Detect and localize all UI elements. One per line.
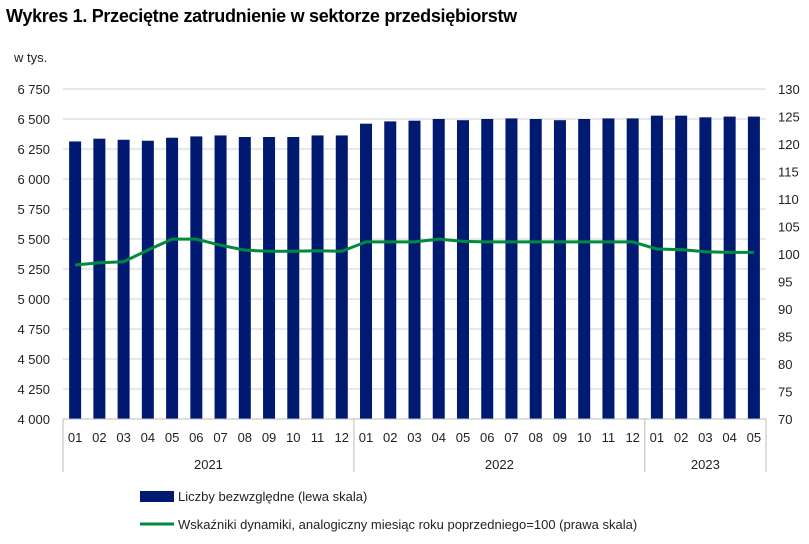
bar [675,115,688,419]
x-tick: 06 [480,430,494,445]
y-tick-left: 6 500 [17,112,50,127]
y-tick-left: 4 750 [17,322,50,337]
bar [238,137,251,419]
x-tick: 01 [650,430,664,445]
y-tick-right: 115 [778,165,799,180]
x-tick: 09 [262,430,276,445]
x-tick: 05 [165,430,179,445]
x-tick: 01 [68,430,82,445]
x-tick: 03 [407,430,421,445]
x-tick: 12 [335,430,349,445]
y-tick-left: 5 500 [17,232,50,247]
y-tick-left: 5 250 [17,262,50,277]
x-tick: 05 [456,430,470,445]
x-tick: 11 [602,430,616,445]
bar [287,137,300,419]
y-tick-right: 70 [778,412,792,427]
x-tick: 12 [625,430,639,445]
bar [141,140,154,419]
bar [335,135,348,419]
x-tick: 09 [553,430,567,445]
bar [190,136,203,419]
y-tick-left: 6 750 [17,82,50,97]
bar [723,116,736,419]
bar [456,120,469,419]
x-tick: 07 [504,430,518,445]
x-tick: 06 [189,430,203,445]
y-tick-left: 4 250 [17,382,50,397]
y-tick-left: 5 000 [17,292,50,307]
x-tick: 08 [238,430,252,445]
y-tick-right: 130 [778,82,800,97]
bar [214,135,227,419]
x-tick: 04 [432,430,446,445]
bar [626,118,639,420]
y-tick-right: 120 [778,137,800,152]
x-group-label: 2021 [194,457,223,472]
x-tick: 10 [577,430,591,445]
bar [650,115,663,419]
y-tick-right: 105 [778,220,800,235]
chart-title: Wykres 1. Przeciętne zatrudnienie w sekt… [6,6,517,26]
x-tick: 01 [359,430,373,445]
bar [578,119,591,419]
legend-label: Liczby bezwzględne (lewa skala) [178,489,367,504]
y-tick-left: 4 500 [17,352,50,367]
legend-bar-swatch [140,491,174,502]
x-tick: 08 [528,430,542,445]
bar [69,141,82,419]
bar [263,137,276,419]
x-tick: 03 [698,430,712,445]
y-tick-right: 75 [778,385,792,400]
x-group-label: 2023 [691,457,720,472]
y-tick-right: 85 [778,330,792,345]
y-axis-left-label: w tys. [13,50,47,65]
legend-label: Wskaźniki dynamiki, analogiczny miesiąc … [178,517,637,532]
y-tick-right: 125 [778,110,800,125]
bar [432,119,445,419]
x-tick: 07 [213,430,227,445]
bar [505,118,518,420]
y-tick-right: 80 [778,357,792,372]
y-tick-right: 100 [778,247,800,262]
y-tick-left: 5 750 [17,202,50,217]
bar [699,117,712,419]
x-group-label: 2022 [485,457,514,472]
y-tick-right: 90 [778,302,792,317]
y-tick-right: 110 [778,192,799,207]
bar [360,123,373,420]
bar [747,116,760,419]
x-tick: 03 [116,430,130,445]
bar [117,139,130,419]
y-tick-left: 6 250 [17,142,50,157]
bar [166,137,179,419]
y-tick-right: 95 [778,275,792,290]
x-tick: 02 [674,430,688,445]
x-tick: 04 [141,430,155,445]
bar [481,119,494,419]
x-tick: 02 [92,430,106,445]
bar [408,120,421,420]
x-tick: 04 [722,430,736,445]
x-tick: 02 [383,430,397,445]
y-tick-left: 4 000 [17,412,50,427]
x-tick: 11 [311,430,325,445]
bar [602,118,615,420]
bar [529,119,542,419]
bar [311,135,324,419]
bar [553,120,566,419]
bar [384,121,397,420]
x-tick: 05 [747,430,761,445]
bar [93,138,106,419]
y-tick-left: 6 000 [17,172,50,187]
x-tick: 10 [286,430,300,445]
